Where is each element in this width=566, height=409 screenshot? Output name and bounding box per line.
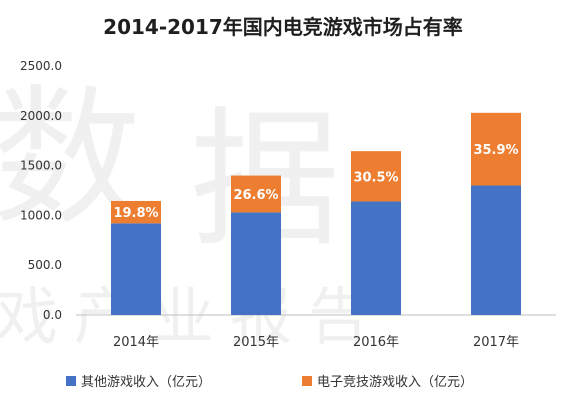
legend-swatch [302, 376, 312, 386]
y-tick-label: 0.0 [43, 308, 62, 322]
bars: 19.8% 26.6% 30.5% 35.9% [111, 112, 521, 315]
bar-other-games [471, 185, 521, 315]
x-axis: 2014年 2015年 2016年 2017年 [113, 335, 519, 350]
bar-other-games [231, 212, 281, 315]
y-axis: 0.0 500.0 1000.0 1500.0 2000.0 2500.0 [20, 59, 62, 322]
legend-label: 其他游戏收入（亿元） [81, 375, 211, 390]
bar-esports [111, 200, 161, 224]
x-tick-label: 2017年 [473, 335, 519, 350]
y-tick-label: 500.0 [28, 258, 62, 272]
legend-label: 电子竞技游戏收入（亿元） [317, 374, 473, 390]
chart-title: 2014-2017年国内电竞游戏市场占有率 [103, 15, 463, 39]
data-label: 26.6% [233, 188, 278, 203]
bar-esports [471, 112, 521, 186]
bar-other-games [351, 201, 401, 315]
y-tick-label: 1500.0 [20, 159, 62, 173]
watermark-glyph: 戏 [0, 280, 58, 353]
data-label: 35.9% [473, 143, 518, 158]
x-tick-label: 2015年 [233, 335, 279, 350]
data-label: 30.5% [353, 170, 398, 185]
y-tick-label: 2500.0 [20, 59, 62, 73]
x-tick-label: 2014年 [113, 335, 159, 350]
y-tick-label: 1000.0 [20, 208, 62, 222]
legend-swatch [66, 376, 76, 386]
legend: 其他游戏收入（亿元） 电子竞技游戏收入（亿元） [66, 374, 473, 390]
bar-esports [351, 151, 401, 202]
y-tick-label: 2000.0 [20, 109, 62, 123]
watermark-glyph: 业 [152, 280, 214, 353]
x-tick-label: 2016年 [353, 335, 399, 350]
data-label: 19.8% [113, 206, 158, 221]
bar-esports [231, 175, 281, 213]
bar-other-games [111, 223, 161, 315]
